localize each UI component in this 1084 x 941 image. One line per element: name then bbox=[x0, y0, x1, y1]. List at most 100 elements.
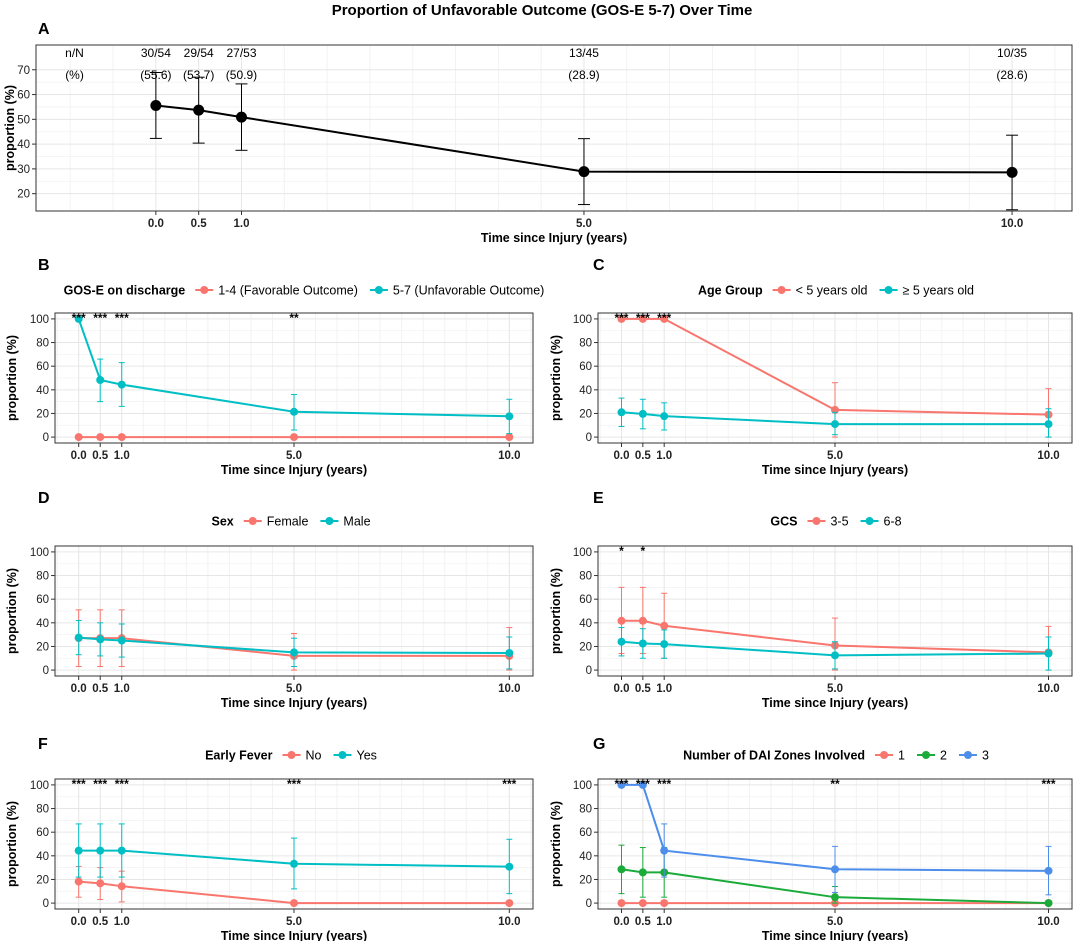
y-tick-label: 60 bbox=[17, 90, 30, 102]
x-tick-label: 0.0 bbox=[148, 218, 164, 230]
y-tick-label: 60 bbox=[36, 827, 49, 839]
legend-key-point bbox=[777, 286, 786, 294]
annotation-percent: (28.9) bbox=[568, 68, 599, 82]
x-axis-title: Time since Injury (years) bbox=[221, 463, 367, 477]
legend-label: 5-7 (Unfavorable Outcome) bbox=[393, 284, 544, 298]
data-point bbox=[96, 879, 105, 888]
y-tick-label: 20 bbox=[17, 189, 30, 201]
data-point bbox=[617, 865, 626, 874]
significance-marker: *** bbox=[115, 311, 129, 325]
y-tick-label: 80 bbox=[579, 338, 592, 350]
y-tick-label: 80 bbox=[36, 804, 49, 816]
y-tick-label: 100 bbox=[573, 780, 592, 792]
plot-border bbox=[54, 778, 534, 910]
x-tick-label: 0.5 bbox=[635, 683, 652, 695]
x-tick-label: 5.0 bbox=[286, 916, 302, 928]
y-tick-label: 60 bbox=[579, 361, 592, 373]
data-point bbox=[617, 314, 626, 323]
significance-marker: *** bbox=[502, 777, 516, 791]
legend-item: 2 bbox=[917, 749, 947, 763]
legend-item: 1-4 (Favorable Outcome) bbox=[195, 284, 358, 298]
panel-letter: B bbox=[38, 257, 50, 274]
data-point bbox=[150, 99, 162, 111]
panel-e: E 0 20 40 60 80 100 0.0 0.5 1.0 5.0 10.0 Time since … bbox=[549, 490, 1073, 710]
legend-label: 1-4 (Favorable Outcome) bbox=[218, 284, 358, 298]
legend-key-point bbox=[338, 751, 347, 759]
series-teal bbox=[74, 619, 514, 670]
data-point bbox=[505, 433, 514, 442]
legend-title: Sex bbox=[211, 515, 233, 529]
y-axis-title: proportion (%) bbox=[5, 568, 19, 654]
plot-border bbox=[54, 312, 534, 444]
series-teal bbox=[74, 314, 514, 435]
y-axis-title: proportion (%) bbox=[5, 801, 19, 887]
data-point bbox=[96, 433, 105, 442]
data-point bbox=[290, 899, 298, 908]
data-point bbox=[617, 408, 626, 417]
legend-key-point bbox=[963, 751, 972, 759]
legend-title: Age Group bbox=[698, 284, 763, 298]
x-tick-label: 0.0 bbox=[613, 683, 629, 695]
data-point bbox=[117, 846, 126, 855]
x-tick-label: 10.0 bbox=[1037, 683, 1059, 695]
significance-marker: *** bbox=[636, 777, 650, 791]
data-point bbox=[117, 433, 126, 442]
data-point bbox=[1044, 899, 1053, 908]
y-tick-label: 60 bbox=[36, 594, 49, 606]
legend-key-point bbox=[374, 286, 383, 294]
legend: Sex Female Male bbox=[211, 515, 370, 529]
x-tick-label: 0.5 bbox=[92, 450, 109, 462]
data-point bbox=[290, 859, 298, 868]
data-point bbox=[660, 314, 669, 323]
annotation-percent: (50.9) bbox=[226, 68, 257, 82]
y-tick-label: 20 bbox=[36, 408, 49, 420]
y-tick-label: 100 bbox=[30, 780, 49, 792]
y-tick-label: 40 bbox=[36, 385, 49, 397]
x-tick-label: 0.5 bbox=[635, 916, 652, 928]
legend-key-point bbox=[248, 517, 257, 525]
x-tick-label: 0.0 bbox=[613, 450, 629, 462]
significance-marker: ** bbox=[830, 777, 840, 791]
x-axis-title: Time since Injury (years) bbox=[221, 696, 367, 710]
panel-letter: E bbox=[593, 490, 604, 507]
x-tick-label: 0.0 bbox=[71, 916, 87, 928]
y-tick-label: 50 bbox=[17, 114, 30, 126]
series-black bbox=[149, 72, 1019, 211]
data-point bbox=[638, 314, 647, 323]
plot-border bbox=[35, 44, 1073, 212]
data-point bbox=[290, 648, 298, 657]
legend-label: Yes bbox=[357, 749, 377, 763]
x-tick-label: 5.0 bbox=[827, 683, 843, 695]
legend-key-point bbox=[865, 517, 874, 525]
significance-marker: *** bbox=[614, 311, 628, 325]
y-axis-title: proportion (%) bbox=[549, 801, 563, 887]
annotation-count: 13/45 bbox=[569, 46, 599, 60]
y-tick-label: 20 bbox=[579, 874, 592, 886]
annotation-row-label-n: n/N bbox=[65, 46, 84, 60]
data-point bbox=[617, 616, 626, 625]
legend-item: 3 bbox=[958, 749, 989, 763]
panel-b: B 0 20 40 60 80 100 0.0 0.5 1.0 5.0 10.0 Time since … bbox=[5, 257, 544, 477]
data-point bbox=[617, 899, 626, 908]
legend-title: Early Fever bbox=[205, 749, 273, 763]
x-tick-label: 0.5 bbox=[92, 916, 109, 928]
x-tick-label: 1.0 bbox=[114, 916, 130, 928]
data-point bbox=[578, 166, 590, 178]
significance-marker: *** bbox=[1042, 777, 1056, 791]
panel-c: C 0 20 40 60 80 100 0.0 0.5 1.0 5.0 10.0 Time since … bbox=[549, 257, 1073, 477]
annotation-percent: (28.6) bbox=[996, 68, 1027, 82]
y-tick-label: 40 bbox=[36, 851, 49, 863]
significance-marker: *** bbox=[614, 777, 628, 791]
panel-letter: D bbox=[38, 490, 50, 507]
significance-marker: *** bbox=[657, 311, 671, 325]
x-tick-label: 5.0 bbox=[827, 916, 843, 928]
y-tick-label: 60 bbox=[579, 827, 592, 839]
significance-marker: *** bbox=[93, 777, 107, 791]
x-axis-title: Time since Injury (years) bbox=[762, 463, 908, 477]
data-point bbox=[74, 433, 83, 442]
legend-item: 6-8 bbox=[860, 515, 902, 529]
x-tick-label: 1.0 bbox=[656, 916, 672, 928]
data-point bbox=[638, 899, 647, 908]
legend-label: 3-5 bbox=[830, 515, 848, 529]
